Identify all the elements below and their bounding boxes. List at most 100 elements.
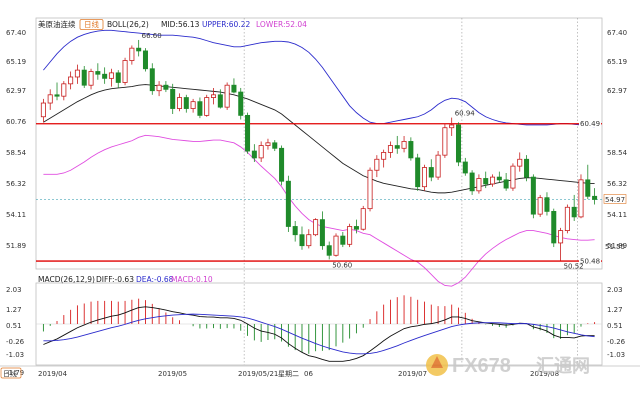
candle-body-51 <box>387 145 393 153</box>
candle-body-24 <box>204 97 210 116</box>
candle-body-0 <box>40 102 46 118</box>
candle-16 <box>149 63 155 95</box>
candle-body-75 <box>551 210 557 244</box>
candle-body-37 <box>292 226 298 236</box>
candle-41 <box>319 211 325 250</box>
candle-body-17 <box>156 84 162 92</box>
candle-12 <box>122 57 128 86</box>
candle-body-33 <box>265 142 271 146</box>
candle-44 <box>340 231 346 248</box>
macd-left-tick-0-51: 0.51 <box>6 322 22 330</box>
candle-body-2 <box>54 94 60 97</box>
candle-body-36 <box>285 180 291 227</box>
candle-78 <box>571 194 577 221</box>
macd-layer <box>36 295 602 362</box>
macd-left-tick-neg-0-26: -0.26 <box>6 338 25 346</box>
price-tag-resistance: 60.49 <box>579 118 601 128</box>
candle-10 <box>108 68 114 87</box>
candle-22 <box>190 98 196 113</box>
candle-69 <box>510 163 516 191</box>
price-tag-last: 54.97 <box>603 194 627 204</box>
period-button[interactable] <box>0 367 22 379</box>
candle-body-66 <box>490 176 496 185</box>
candle-49 <box>374 155 380 178</box>
candle-15 <box>142 48 148 72</box>
candle-body-26 <box>217 94 223 108</box>
date-label-2019-05: 2019/05 <box>158 370 187 378</box>
candle-42 <box>326 241 332 260</box>
candle-body-47 <box>360 208 366 230</box>
main-panel-frame <box>35 17 603 270</box>
annotation-low-2: 50.52 <box>564 262 584 270</box>
candle-body-6 <box>81 69 87 86</box>
left-tick-67-40: 67.40 <box>6 29 26 37</box>
candle-68 <box>503 172 509 191</box>
candle-body-10 <box>108 72 114 79</box>
candle-body-16 <box>149 68 155 92</box>
candle-39 <box>306 229 312 249</box>
candle-body-38 <box>299 234 305 247</box>
candle-body-9 <box>102 73 108 79</box>
candle-55 <box>415 153 421 191</box>
candle-body-80 <box>585 179 591 197</box>
candle-26 <box>217 89 223 109</box>
candle-body-8 <box>95 71 101 75</box>
macd-left-tick-2-03: 2.03 <box>6 286 22 294</box>
right-axis-main: 67.40 65.19 62.97 58.54 56.32 54.11 51.8… <box>607 29 628 250</box>
price-tag-support: 50.48 <box>579 256 601 266</box>
candle-body-69 <box>510 165 516 189</box>
right-axis-macd: 2.03 1.27 0.51 -0.26 -1.03 <box>607 286 626 359</box>
candle-70 <box>517 152 523 172</box>
candle-60 <box>449 117 455 136</box>
legend-macd: MACD(26,12,9) <box>38 275 95 284</box>
candle-body-46 <box>353 226 359 230</box>
candle-body-48 <box>367 169 373 210</box>
candle-7 <box>88 68 94 90</box>
candle-body-68 <box>503 179 509 189</box>
candle-47 <box>360 205 366 231</box>
price-tag-last-text: 54.97 <box>605 196 625 204</box>
right-tick-67-40: 67.40 <box>607 29 627 37</box>
boll-line-mid <box>43 84 595 194</box>
candle-body-71 <box>524 158 530 178</box>
candle-body-12 <box>122 60 128 83</box>
candle-28 <box>231 78 237 94</box>
right-tick-56-32: 56.32 <box>607 180 627 188</box>
candle-24 <box>204 94 210 117</box>
candle-body-1 <box>47 94 53 104</box>
macd-right-tick-neg-0-26: -0.26 <box>607 338 626 346</box>
candle-body-59 <box>442 127 448 156</box>
cursor-date: 2019/05/21 <box>238 370 278 378</box>
boll-layer <box>43 29 595 287</box>
candle-body-11 <box>115 72 121 83</box>
candle-body-35 <box>279 147 285 182</box>
candle-body-20 <box>176 97 183 109</box>
candle-40 <box>313 218 319 237</box>
candle-body-57 <box>428 167 434 178</box>
candle-21 <box>183 94 189 113</box>
candle-8 <box>95 63 101 80</box>
candle-body-76 <box>558 230 564 244</box>
candle-body-15 <box>142 50 148 70</box>
legend-upper: UPPER:60.22 <box>202 20 250 29</box>
candle-38 <box>299 226 305 250</box>
left-axis-macd: 2.03 1.27 0.51 -0.26 -1.03 -1.79 <box>6 286 25 377</box>
candle-56 <box>421 164 427 191</box>
candle-body-62 <box>462 161 468 174</box>
candle-body-13 <box>129 47 135 61</box>
candle-81 <box>592 188 598 205</box>
period-badge[interactable] <box>79 19 104 30</box>
candle-body-53 <box>401 141 407 149</box>
candle-50 <box>381 149 387 168</box>
candle-43 <box>333 233 339 257</box>
period-badge-label: 日线 <box>84 19 99 29</box>
candle-17 <box>156 81 162 97</box>
candle-76 <box>558 227 564 261</box>
candle-body-74 <box>544 197 550 212</box>
candle-body-4 <box>68 76 74 85</box>
cursor-weekday: 星期二 <box>278 370 299 378</box>
watermark-brand: FX678 <box>452 355 511 377</box>
candle-body-58 <box>435 154 441 178</box>
